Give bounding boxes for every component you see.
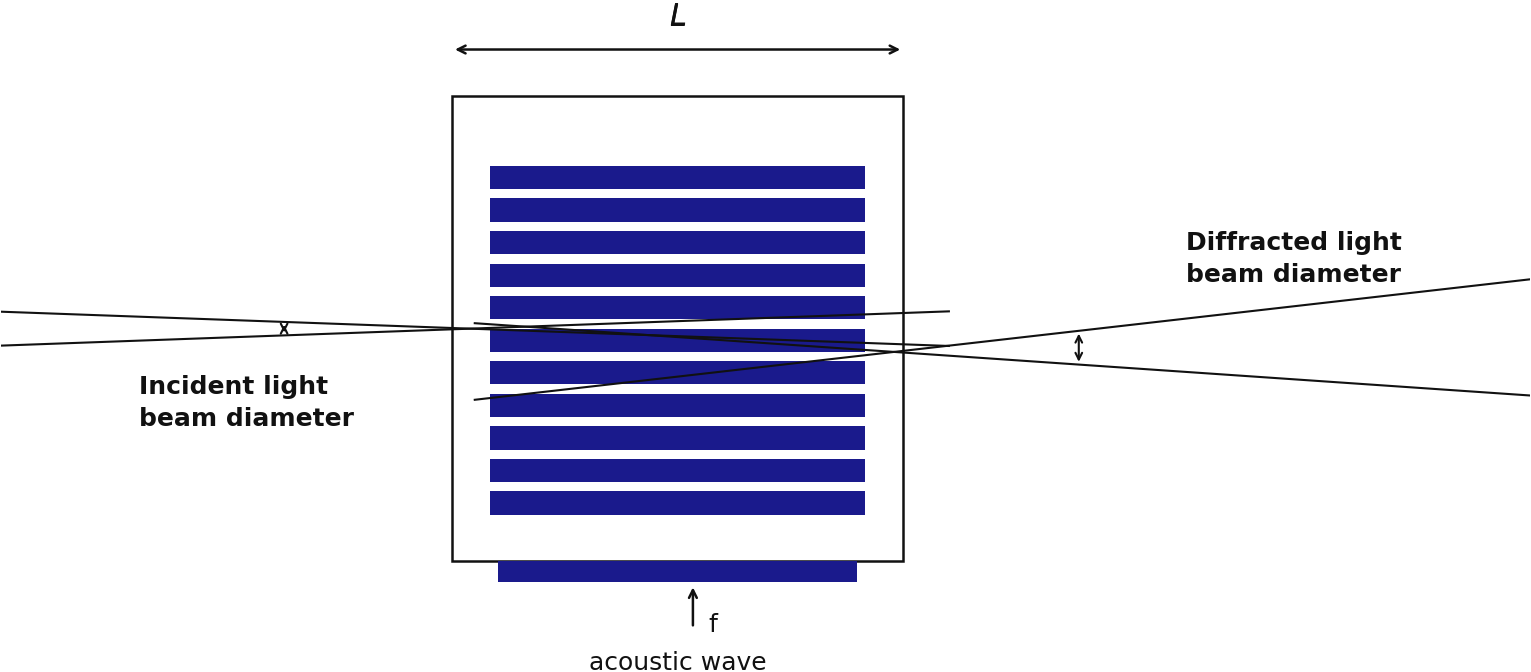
Bar bbox=[490, 362, 865, 384]
Bar bbox=[490, 491, 865, 515]
Text: Incident light
beam diameter: Incident light beam diameter bbox=[139, 375, 354, 431]
Bar bbox=[490, 459, 865, 482]
Text: Diffracted light
beam diameter: Diffracted light beam diameter bbox=[1187, 231, 1402, 287]
Bar bbox=[490, 198, 865, 222]
Bar bbox=[498, 561, 857, 582]
Bar bbox=[490, 263, 865, 287]
Bar bbox=[490, 296, 865, 319]
Bar bbox=[490, 394, 865, 417]
Text: acoustic wave: acoustic wave bbox=[589, 651, 767, 672]
Bar bbox=[490, 231, 865, 254]
Bar bbox=[452, 96, 903, 561]
Text: L: L bbox=[669, 3, 686, 32]
Bar bbox=[490, 329, 865, 352]
Bar bbox=[490, 166, 865, 189]
Text: f: f bbox=[709, 614, 717, 637]
Bar bbox=[490, 426, 865, 450]
Text: L: L bbox=[669, 2, 686, 31]
